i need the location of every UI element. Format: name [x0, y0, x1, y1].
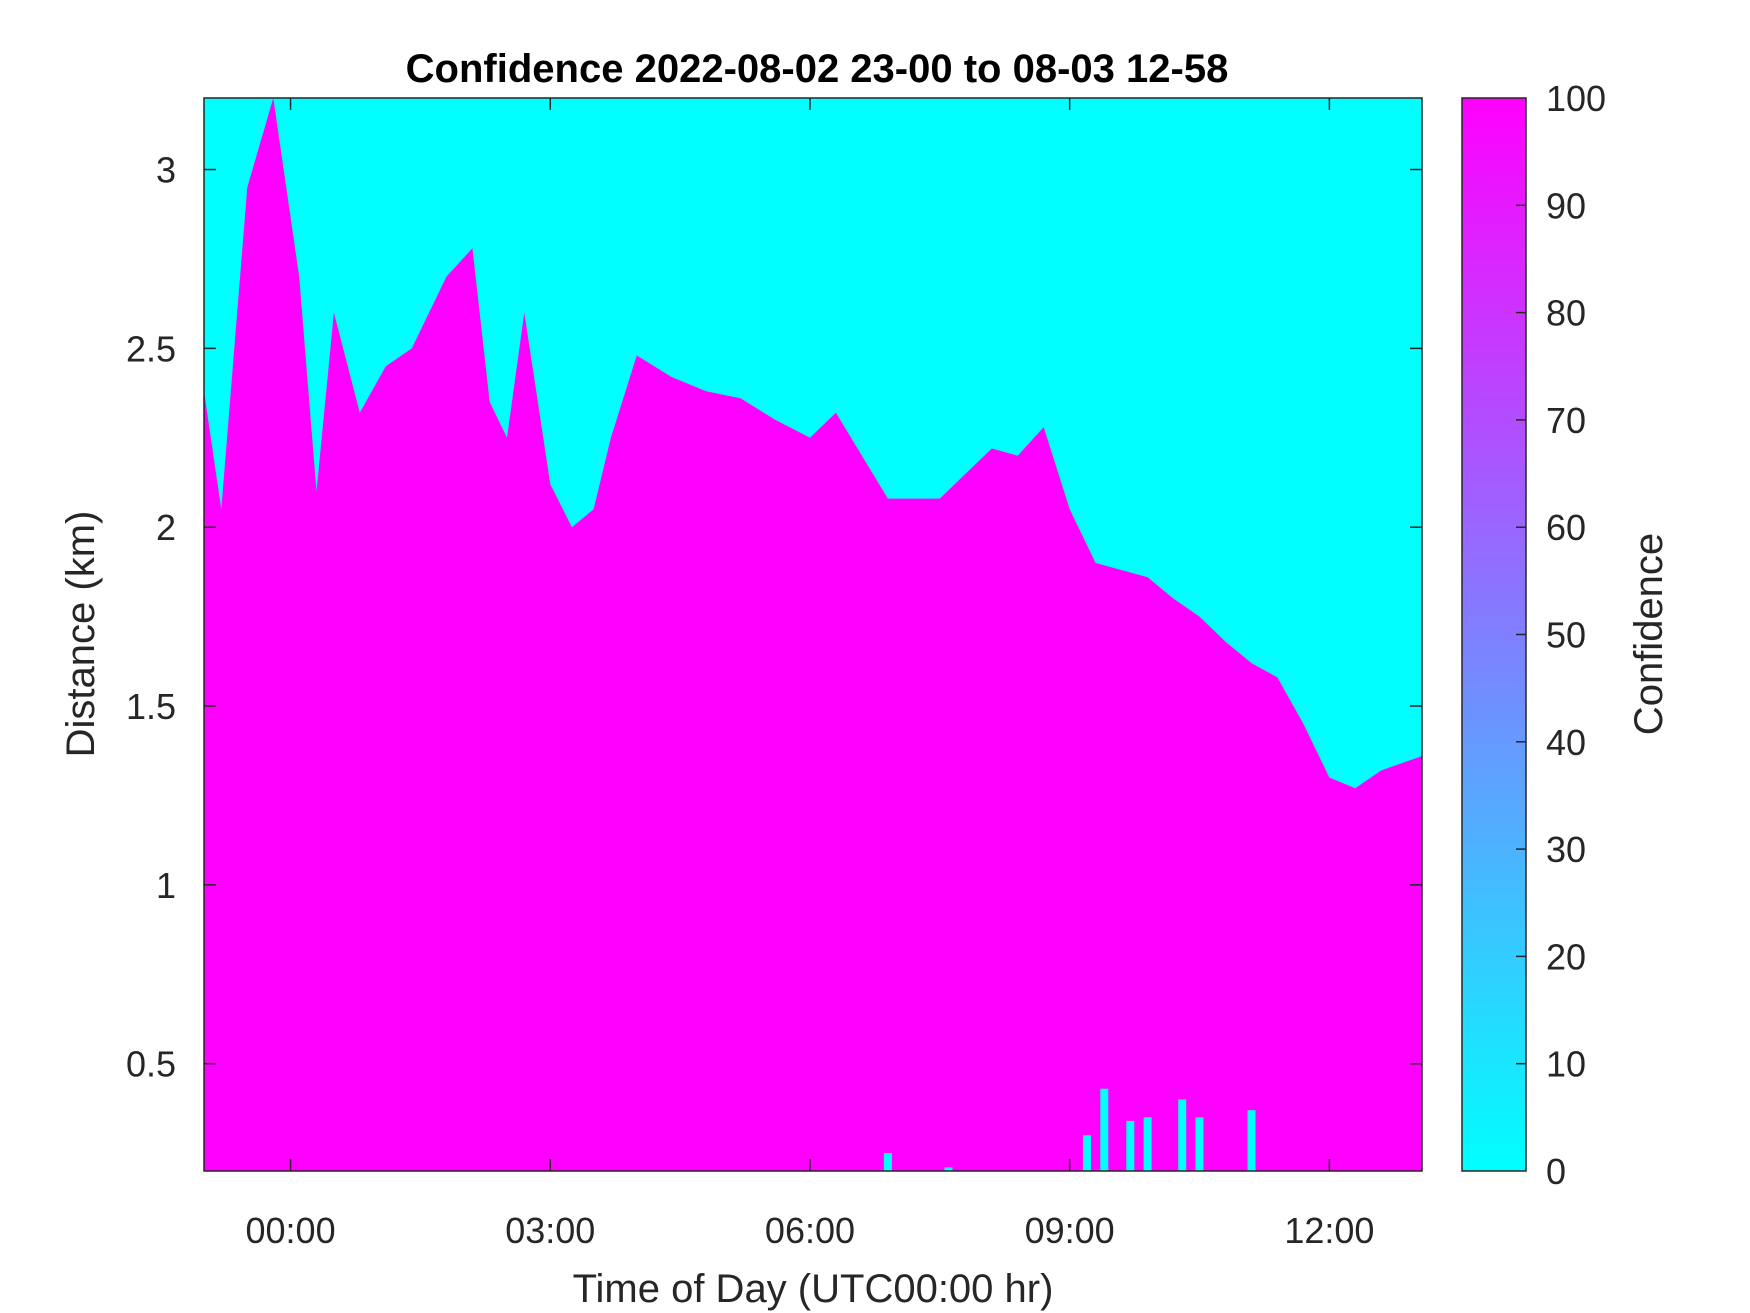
confidence-low-region-bottom: [883, 1088, 1256, 1171]
colorbar-tick-label: 20: [1546, 936, 1586, 977]
colorbar-tick-label: 50: [1546, 615, 1586, 656]
colorbar-tick-label: 90: [1546, 185, 1586, 226]
colorbar-tick-label: 80: [1546, 293, 1586, 334]
low-confidence-speck: [883, 1153, 892, 1171]
colorbar: 0 10 20 30 40 50 60 70 80 90 100 Confidence: [1461, 78, 1671, 1192]
plot-area: [203, 97, 1423, 1172]
colorbar-tick-label: 100: [1546, 78, 1606, 119]
y-tick-label: 0.5: [126, 1044, 176, 1085]
x-axis: 00:00 03:00 06:00 09:00 12:00: [246, 98, 1374, 1251]
x-tick-label: 12:00: [1284, 1210, 1374, 1251]
low-confidence-speck: [1126, 1120, 1135, 1171]
x-tick-label: 06:00: [765, 1210, 855, 1251]
plot-frame: [203, 97, 1423, 1172]
y-tick-label: 3: [156, 150, 176, 191]
x-tick-label: 00:00: [246, 1210, 336, 1251]
y-tick-label: 2: [156, 507, 176, 548]
colorbar-label: Confidence: [1627, 533, 1671, 735]
low-confidence-speck: [944, 1167, 953, 1171]
y-axis-label: Distance (km): [59, 511, 103, 758]
colorbar-tick-label: 60: [1546, 507, 1586, 548]
y-tick-label: 1: [156, 865, 176, 906]
low-confidence-speck: [1100, 1088, 1109, 1171]
x-tick-label: 09:00: [1025, 1210, 1115, 1251]
colorbar-tick-label: 40: [1546, 722, 1586, 763]
colorbar-ticks: 0 10 20 30 40 50 60 70 80 90 100: [1516, 78, 1606, 1192]
x-tick-label: 03:00: [505, 1210, 595, 1251]
y-tick-label: 2.5: [126, 328, 176, 369]
colorbar-tick-label: 70: [1546, 400, 1586, 441]
colorbar-tick-label: 0: [1546, 1151, 1566, 1192]
colorbar-gradient: [1461, 97, 1527, 1172]
low-confidence-speck: [1083, 1135, 1091, 1171]
y-axis: 0.5 1 1.5 2 2.5 3: [126, 150, 1422, 1085]
y-tick-label: 1.5: [126, 686, 176, 727]
colorbar-tick-label: 10: [1546, 1044, 1586, 1085]
x-axis-label: Time of Day (UTC00:00 hr): [573, 1267, 1054, 1311]
confidence-low-region-top: [204, 98, 1422, 789]
low-confidence-speck: [1178, 1099, 1187, 1171]
colorbar-tick-label: 30: [1546, 829, 1586, 870]
chart-title: Confidence 2022-08-02 23-00 to 08-03 12-…: [406, 47, 1229, 91]
low-confidence-speck: [1195, 1117, 1204, 1171]
low-confidence-speck: [1247, 1110, 1256, 1171]
low-confidence-speck: [1143, 1117, 1152, 1171]
